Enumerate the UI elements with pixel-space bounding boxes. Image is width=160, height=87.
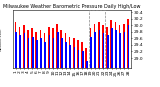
Bar	[94, 32, 96, 68]
Bar	[90, 37, 92, 68]
Bar	[19, 27, 20, 68]
Bar	[48, 27, 50, 68]
Text: Milwaukee
Weather.com: Milwaukee Weather.com	[0, 27, 3, 51]
Bar	[40, 30, 41, 68]
Bar	[111, 28, 113, 68]
Bar	[78, 50, 79, 68]
Bar	[31, 28, 33, 68]
Bar	[15, 22, 16, 68]
Bar	[44, 33, 45, 68]
Bar	[74, 47, 75, 68]
Bar	[24, 33, 25, 68]
Bar	[36, 40, 38, 68]
Bar	[56, 24, 58, 68]
Bar	[28, 38, 29, 68]
Bar	[107, 35, 109, 68]
Bar	[89, 10, 105, 68]
Bar	[82, 51, 84, 68]
Bar	[40, 38, 42, 68]
Bar	[69, 45, 71, 68]
Bar	[128, 25, 129, 68]
Bar	[85, 48, 87, 68]
Bar	[49, 35, 50, 68]
Bar	[53, 38, 54, 68]
Bar	[102, 25, 104, 68]
Bar	[81, 42, 83, 68]
Bar	[103, 33, 104, 68]
Title: Milwaukee Weather Barometric Pressure Daily High/Low: Milwaukee Weather Barometric Pressure Da…	[3, 4, 141, 9]
Bar	[123, 24, 125, 68]
Bar	[19, 35, 21, 68]
Bar	[98, 22, 100, 68]
Bar	[119, 25, 120, 68]
Bar	[69, 37, 70, 68]
Bar	[60, 30, 62, 68]
Bar	[73, 38, 75, 68]
Bar	[124, 32, 125, 68]
Bar	[65, 33, 66, 68]
Bar	[106, 27, 108, 68]
Bar	[110, 20, 112, 68]
Bar	[115, 30, 117, 68]
Bar	[127, 19, 129, 68]
Bar	[120, 33, 121, 68]
Bar	[86, 61, 88, 68]
Bar	[65, 42, 67, 68]
Bar	[61, 38, 63, 68]
Bar	[15, 32, 17, 68]
Bar	[35, 32, 37, 68]
Bar	[94, 24, 95, 68]
Bar	[32, 37, 34, 68]
Bar	[90, 28, 91, 68]
Bar	[77, 40, 79, 68]
Bar	[27, 30, 29, 68]
Bar	[57, 32, 59, 68]
Bar	[23, 25, 24, 68]
Bar	[44, 42, 46, 68]
Bar	[52, 28, 54, 68]
Bar	[99, 30, 100, 68]
Bar	[115, 22, 116, 68]
